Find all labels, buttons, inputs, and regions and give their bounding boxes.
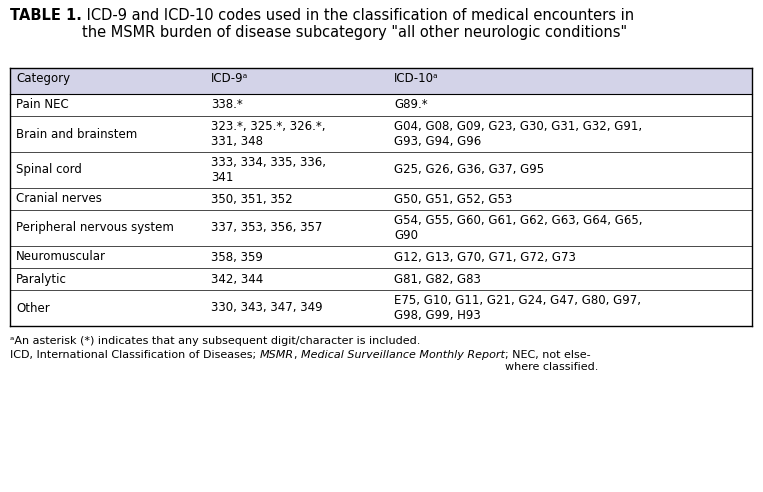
Text: ,: , (294, 350, 301, 360)
Text: Brain and brainstem: Brain and brainstem (16, 127, 137, 141)
Text: 358, 359: 358, 359 (211, 250, 263, 264)
Text: E75, G10, G11, G21, G24, G47, G80, G97,
G98, G99, H93: E75, G10, G11, G21, G24, G47, G80, G97, … (394, 294, 641, 322)
Text: 337, 353, 356, 357: 337, 353, 356, 357 (211, 221, 323, 235)
Text: TABLE 1.: TABLE 1. (10, 8, 82, 23)
Text: G50, G51, G52, G53: G50, G51, G52, G53 (394, 192, 512, 206)
Text: Other: Other (16, 302, 50, 314)
Text: 350, 351, 352: 350, 351, 352 (211, 192, 293, 206)
Bar (10, 68, 752, 94)
Text: ; NEC, not else-
where classified.: ; NEC, not else- where classified. (504, 350, 598, 371)
Text: Category: Category (16, 72, 70, 85)
Text: G25, G26, G36, G37, G95: G25, G26, G36, G37, G95 (394, 163, 544, 177)
Text: 323.*, 325.*, 326.*,
331, 348: 323.*, 325.*, 326.*, 331, 348 (211, 120, 326, 148)
Text: Spinal cord: Spinal cord (16, 163, 82, 177)
Text: G12, G13, G70, G71, G72, G73: G12, G13, G70, G71, G72, G73 (394, 250, 576, 264)
Text: G04, G08, G09, G23, G30, G31, G32, G91,
G93, G94, G96: G04, G08, G09, G23, G30, G31, G32, G91, … (394, 120, 642, 148)
Text: MSMR: MSMR (259, 350, 294, 360)
Text: ICD-9ᵃ: ICD-9ᵃ (211, 72, 248, 85)
Text: Cranial nerves: Cranial nerves (16, 192, 102, 206)
Text: Peripheral nervous system: Peripheral nervous system (16, 221, 174, 235)
Text: Neuromuscular: Neuromuscular (16, 250, 106, 264)
Text: G89.*: G89.* (394, 98, 427, 112)
Text: ICD-10ᵃ: ICD-10ᵃ (394, 72, 439, 85)
Text: Paralytic: Paralytic (16, 273, 67, 285)
Text: 333, 334, 335, 336,
341: 333, 334, 335, 336, 341 (211, 156, 326, 184)
Text: 338.*: 338.* (211, 98, 243, 112)
Text: G54, G55, G60, G61, G62, G63, G64, G65,
G90: G54, G55, G60, G61, G62, G63, G64, G65, … (394, 214, 642, 242)
Text: Pain NEC: Pain NEC (16, 98, 69, 112)
Text: Medical Surveillance Monthly Report: Medical Surveillance Monthly Report (301, 350, 504, 360)
Text: ICD, International Classification of Diseases;: ICD, International Classification of Dis… (10, 350, 259, 360)
Text: 342, 344: 342, 344 (211, 273, 263, 285)
Text: ICD-9 and ICD-10 codes used in the classification of medical encounters in
the M: ICD-9 and ICD-10 codes used in the class… (82, 8, 634, 40)
Text: 330, 343, 347, 349: 330, 343, 347, 349 (211, 302, 323, 314)
Text: G81, G82, G83: G81, G82, G83 (394, 273, 481, 285)
Text: ᵃAn asterisk (*) indicates that any subsequent digit/character is included.: ᵃAn asterisk (*) indicates that any subs… (10, 336, 420, 346)
